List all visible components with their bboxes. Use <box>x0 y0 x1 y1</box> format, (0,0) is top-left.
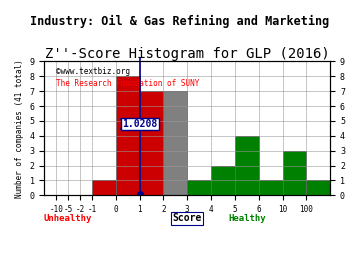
Bar <box>259 180 283 195</box>
Bar <box>140 91 163 195</box>
Text: Industry: Oil & Gas Refining and Marketing: Industry: Oil & Gas Refining and Marketi… <box>30 15 330 28</box>
Bar <box>283 151 306 195</box>
Bar <box>306 180 330 195</box>
Bar <box>211 166 235 195</box>
Text: Healthy: Healthy <box>228 214 266 223</box>
Bar <box>235 136 259 195</box>
Text: ©www.textbiz.org: ©www.textbiz.org <box>56 67 130 76</box>
Text: Score: Score <box>172 213 202 223</box>
Bar <box>116 76 140 195</box>
Text: Unhealthy: Unhealthy <box>44 214 92 223</box>
Y-axis label: Number of companies (41 total): Number of companies (41 total) <box>15 59 24 198</box>
Bar <box>187 180 211 195</box>
Bar <box>92 180 116 195</box>
Bar <box>163 91 187 195</box>
Title: Z''-Score Histogram for GLP (2016): Z''-Score Histogram for GLP (2016) <box>45 48 330 61</box>
Text: The Research Foundation of SUNY: The Research Foundation of SUNY <box>56 79 199 88</box>
Text: 1.0208: 1.0208 <box>122 119 158 129</box>
